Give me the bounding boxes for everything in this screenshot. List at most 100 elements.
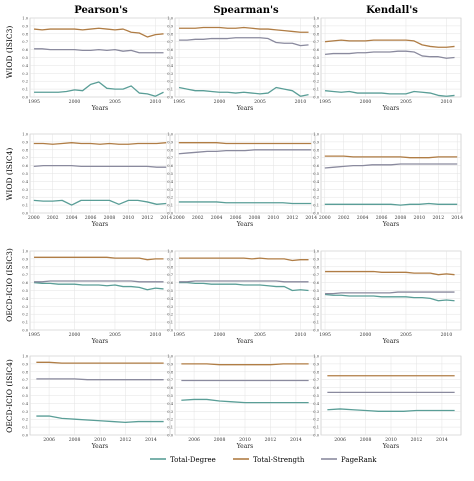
y-tick-label: 0.0 (22, 96, 28, 100)
y-tick-label: 0.1 (167, 426, 173, 430)
x-tick-label: 2010 (150, 99, 162, 105)
y-tick-label: 0.3 (313, 410, 319, 414)
x-tick-label: 2010 (414, 215, 426, 221)
y-tick-label: 0.7 (22, 156, 28, 160)
y-tick-label: 0.5 (313, 172, 319, 176)
y-tick-label: 0.1 (313, 321, 319, 325)
x-tick-label: 2004 (211, 215, 223, 221)
x-tick-label: 2010 (385, 437, 397, 443)
y-tick-label: 0.6 (22, 281, 28, 285)
y-tick-label: 0.6 (22, 164, 28, 168)
y-tick-label: 0.9 (22, 362, 28, 366)
x-tick-label: 2014 (290, 437, 302, 443)
panel-r4-c2: 0.0 0.1 0.2 0.3 0.4 0.5 0.6 0.7 0.8 0.9 1.0 2006 200… (167, 355, 316, 450)
x-tick-label: 1995 (28, 332, 40, 338)
series-line-total-degree (327, 408, 455, 412)
series-line-pagerank (178, 149, 312, 155)
panel-r2-c1: 0.0 0.1 0.2 0.3 0.4 0.5 0.6 0.7 0.8 0.9 1.0 2000 200… (22, 133, 172, 229)
series-line-total-degree (36, 415, 164, 424)
y-tick-label: 0.6 (313, 386, 319, 390)
x-tick-label: 1995 (28, 99, 40, 105)
y-tick-label: 0.2 (313, 80, 319, 84)
y-tick-label: 0.6 (313, 281, 319, 285)
y-tick-label: 0.4 (313, 297, 319, 301)
x-tick-label: 2008 (69, 437, 81, 443)
panel-r4-c1: 0.0 0.1 0.2 0.3 0.4 0.5 0.6 0.7 0.8 0.9 1.0 2006 200… (22, 355, 171, 450)
x-tick-label: 2008 (104, 215, 116, 221)
x-tick-label: 2000 (319, 215, 331, 221)
x-tick-label: 2000 (69, 99, 81, 105)
series-line-total-degree (33, 281, 164, 291)
column-title-kendall: Kendall's (366, 5, 418, 16)
x-tick-label: 2012 (141, 215, 153, 221)
y-tick-label: 0.9 (167, 362, 173, 366)
y-tick-label: 0.7 (313, 40, 319, 44)
y-tick-label: 1.0 (167, 133, 173, 137)
series-line-pagerank (325, 291, 455, 295)
series-line-pagerank (179, 37, 309, 47)
y-tick-label: 0.8 (313, 370, 319, 374)
x-axis-label: Years (91, 443, 109, 450)
y-tick-label: 1.0 (22, 17, 28, 21)
y-tick-label: 0.0 (167, 434, 173, 438)
column-title-spearman: Spearman's (213, 5, 279, 16)
y-tick-label: 0.3 (167, 72, 173, 76)
y-tick-label: 0.0 (22, 434, 28, 438)
series-line-total-strength (179, 257, 309, 262)
y-tick-label: 0.8 (167, 32, 173, 36)
y-tick-label: 0.4 (167, 297, 173, 301)
y-tick-label: 0.3 (313, 72, 319, 76)
panel-r3-c2: 0.0 0.1 0.2 0.3 0.4 0.5 0.6 0.7 0.8 0.9 1.0 1995 200… (167, 250, 316, 345)
y-tick-label: 0.6 (167, 281, 173, 285)
legend-label-pagerank: PageRank (341, 456, 377, 464)
y-tick-label: 0.8 (22, 265, 28, 269)
x-axis-label: Years (236, 443, 254, 450)
x-tick-label: 2010 (295, 99, 307, 105)
y-tick-label: 0.5 (22, 172, 28, 176)
y-tick-label: 0.3 (22, 305, 28, 309)
y-tick-label: 0.9 (22, 140, 28, 144)
y-tick-label: 0.8 (22, 148, 28, 152)
y-tick-label: 0.6 (22, 48, 28, 52)
y-tick-label: 0.9 (22, 24, 28, 28)
series-line-pagerank (33, 164, 167, 168)
y-tick-label: 1.0 (313, 133, 319, 137)
y-tick-label: 0.9 (313, 257, 319, 261)
y-tick-label: 0.5 (167, 172, 173, 176)
y-tick-label: 1.0 (22, 133, 28, 137)
y-tick-label: 0.3 (22, 72, 28, 76)
series-line-pagerank (324, 50, 455, 59)
x-tick-label: 2008 (214, 437, 226, 443)
y-tick-label: 0.4 (313, 64, 319, 68)
x-axis-label: Years (382, 221, 400, 228)
x-tick-label: 2006 (376, 215, 388, 221)
x-tick-label: 2006 (230, 215, 242, 221)
y-tick-label: 0.5 (167, 394, 173, 398)
y-tick-label: 0.2 (167, 196, 173, 200)
y-tick-label: 0.4 (22, 297, 28, 301)
x-tick-label: 2010 (295, 332, 307, 338)
y-tick-label: 0.9 (313, 362, 319, 366)
series-line-total-degree (33, 199, 167, 206)
x-tick-label: 2014 (160, 215, 172, 221)
series-line-total-degree (34, 81, 164, 97)
row-title-wiod-isic3: WIOD (ISIC3) (5, 26, 14, 79)
y-tick-label: 0.9 (313, 24, 319, 28)
y-tick-label: 0.1 (22, 321, 28, 325)
x-axis-label: Years (91, 338, 109, 345)
legend-label-total-degree: Total-Degree (170, 456, 216, 464)
y-tick-label: 0.5 (313, 289, 319, 293)
x-axis-label: Years (236, 221, 254, 228)
x-axis-label: Years (236, 105, 254, 112)
series-line-total-strength (33, 27, 164, 38)
y-tick-label: 0.2 (313, 196, 319, 200)
y-tick-label: 0.2 (22, 80, 28, 84)
row-title-wiod-isic4: WIOD (ISIC4) (5, 148, 14, 201)
x-tick-label: 2012 (411, 437, 423, 443)
y-tick-label: 0.3 (22, 410, 28, 414)
panel-r1-c1: 0.0 0.1 0.2 0.3 0.4 0.5 0.6 0.7 0.8 0.9 1.0 1995 200… (22, 17, 171, 112)
series-line-total-strength (324, 155, 458, 159)
y-tick-label: 0.2 (167, 80, 173, 84)
x-tick-label: 2000 (173, 215, 185, 221)
panel-r1-c3: 0.0 0.1 0.2 0.3 0.4 0.5 0.6 0.7 0.8 0.9 1.0 1995 200… (313, 17, 462, 112)
